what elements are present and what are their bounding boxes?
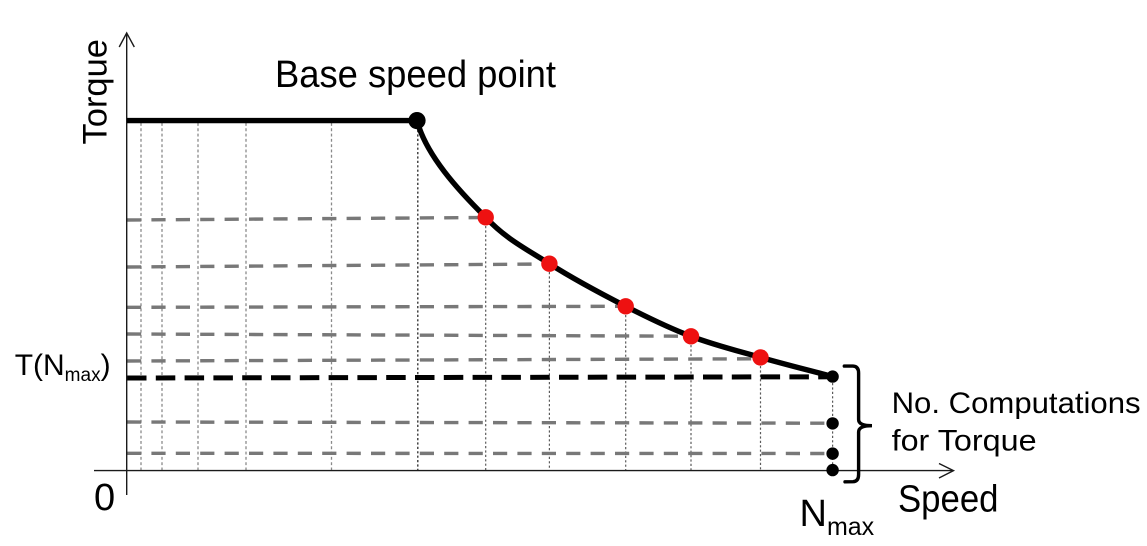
svg-text:No. Computations: No. Computations [892,387,1141,420]
svg-text:Base speed point: Base speed point [275,54,556,96]
svg-text:0: 0 [94,477,115,519]
svg-text:for Torque: for Torque [892,425,1037,458]
svg-text:Nmax: Nmax [800,493,875,541]
svg-text:Speed: Speed [898,479,999,521]
svg-text:Torque: Torque [77,39,115,145]
